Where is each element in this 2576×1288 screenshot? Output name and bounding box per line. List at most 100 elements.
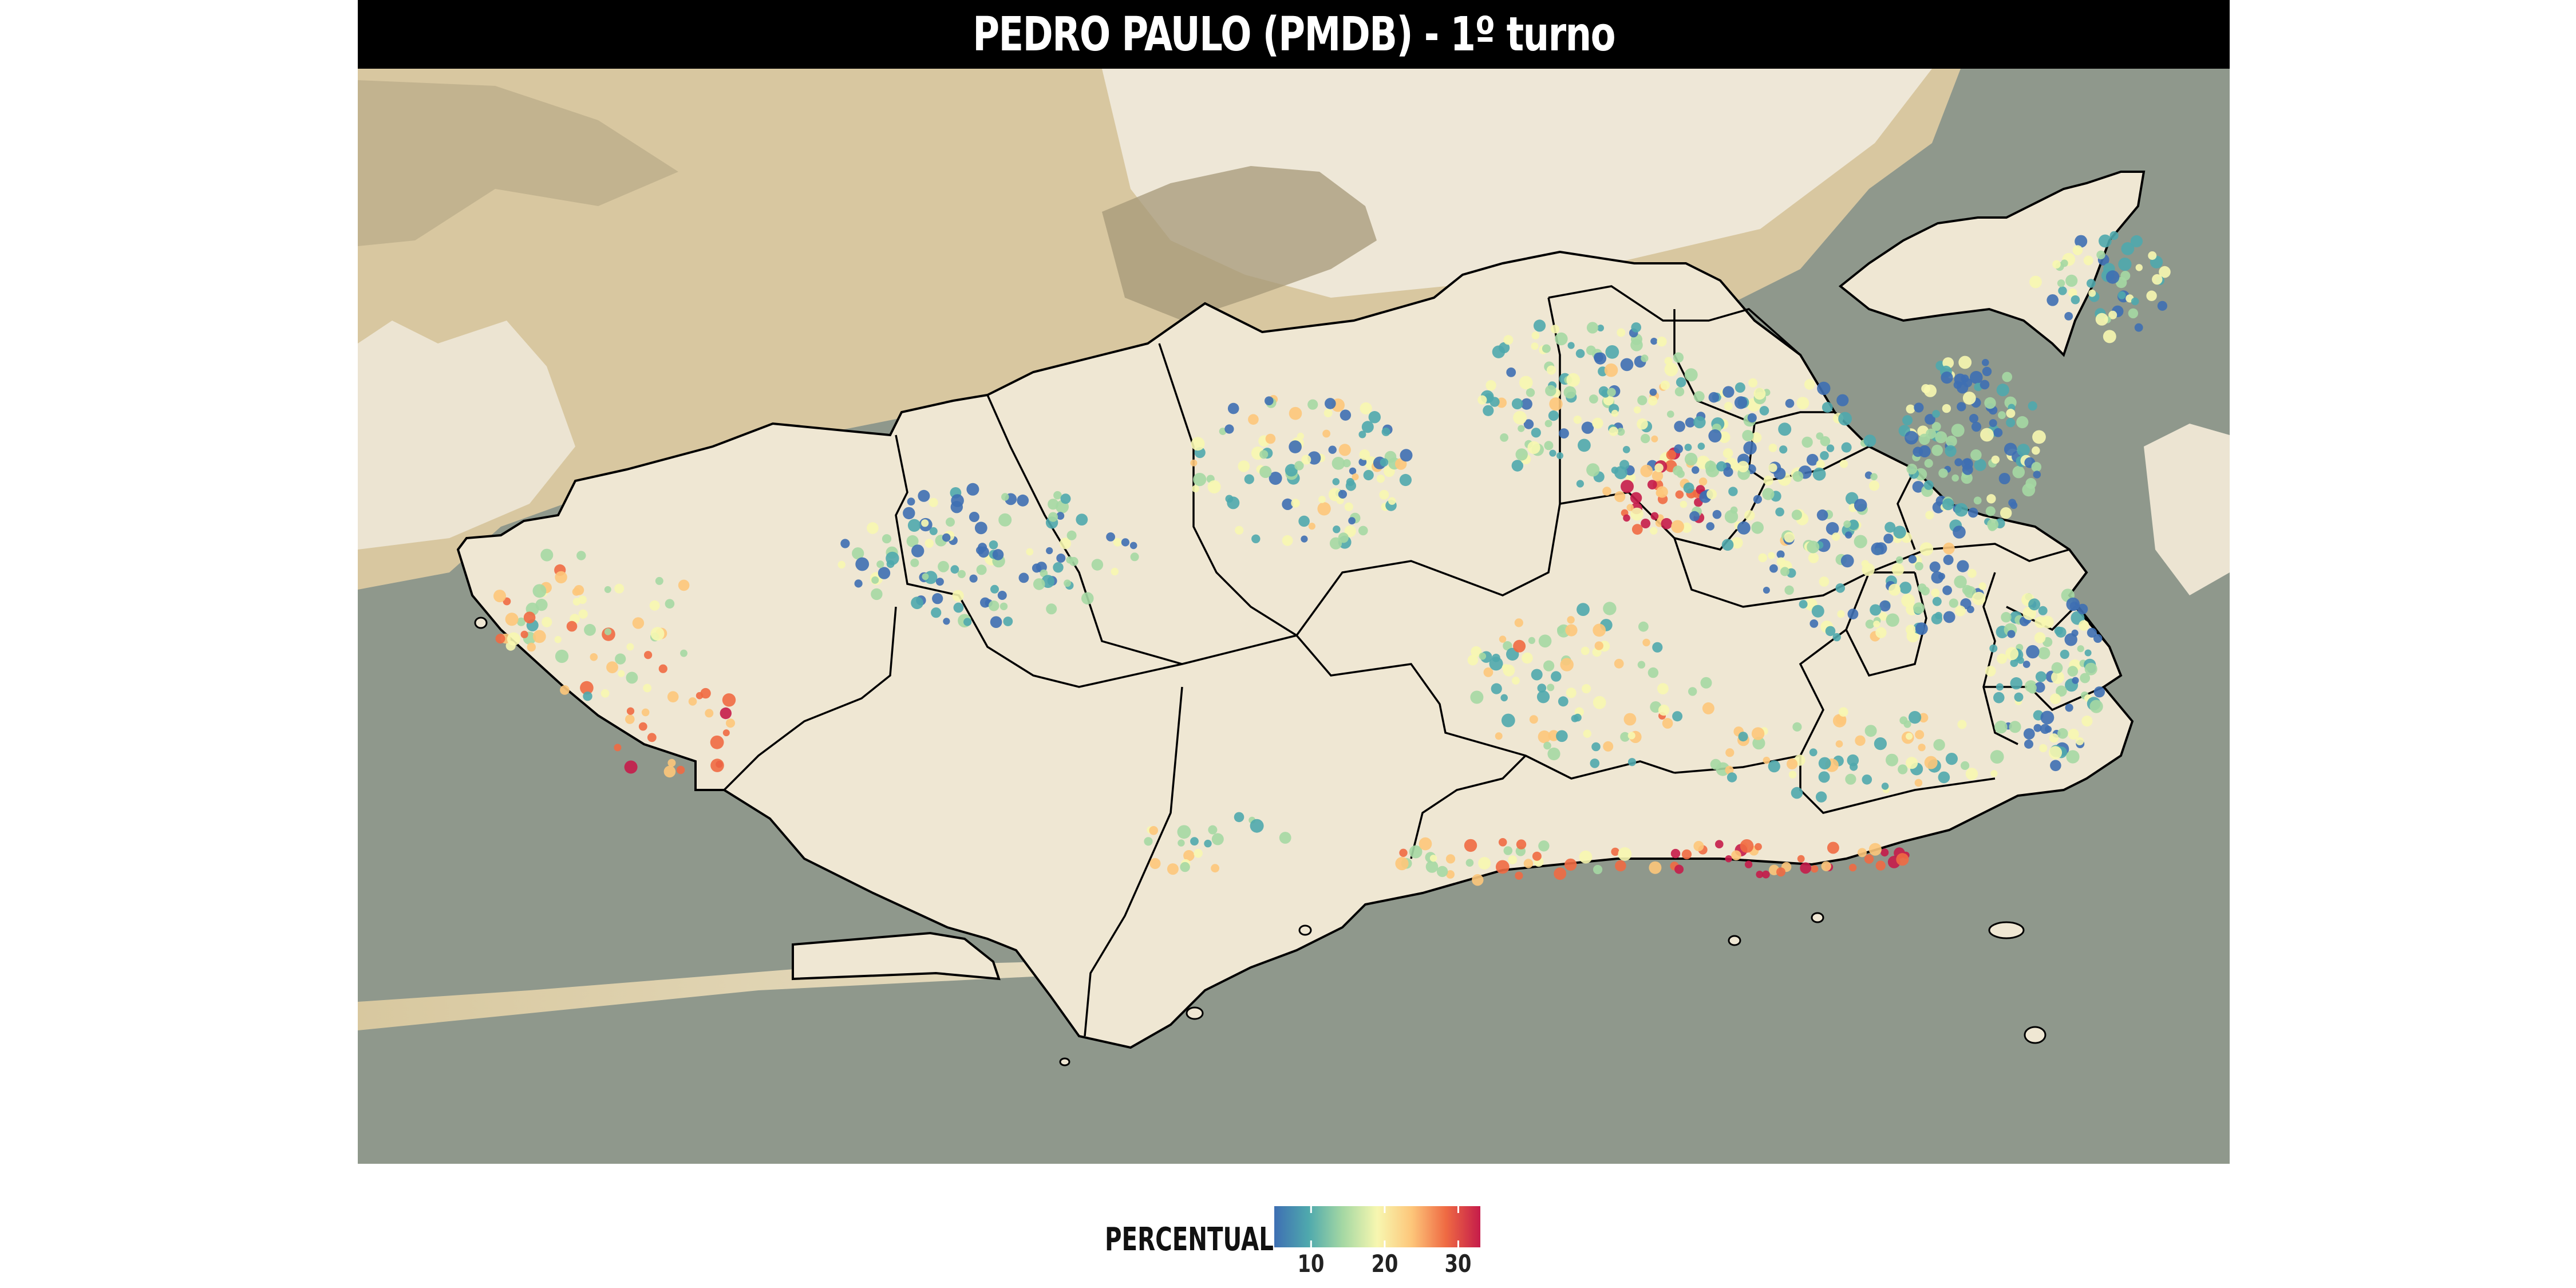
polling-place-dot: [1672, 711, 1683, 722]
polling-place-dot: [911, 544, 924, 558]
polling-place-dot: [1809, 619, 1819, 628]
polling-place-dot: [1697, 442, 1705, 450]
polling-place-dot: [2134, 323, 2143, 332]
polling-place-dot: [929, 497, 938, 507]
polling-place-dot: [532, 584, 547, 598]
polling-place-dot: [1282, 535, 1293, 546]
polling-place-dot: [1763, 756, 1771, 764]
mountain-ridge-dark-2: [358, 80, 678, 246]
polling-place-dot: [943, 618, 950, 625]
polling-place-dot: [1523, 859, 1534, 868]
polling-place-dot: [1666, 450, 1677, 460]
polling-place-dot: [647, 733, 657, 742]
polling-place-dot: [1533, 319, 1546, 332]
polling-place-dot: [1495, 860, 1510, 874]
polling-place-dot: [566, 621, 578, 632]
polling-place-dot: [1436, 866, 1448, 878]
polling-place-dot: [641, 708, 650, 717]
polling-place-dot: [969, 512, 979, 522]
polling-place-dot: [572, 587, 580, 596]
polling-place-dot: [1551, 671, 1562, 682]
polling-place-dot: [1722, 386, 1735, 398]
polling-place-dot: [988, 600, 999, 611]
polling-place-dot: [1724, 402, 1733, 411]
polling-place-dot: [1149, 858, 1161, 870]
polling-place-dot: [1984, 397, 1996, 409]
polling-place-dot: [1840, 554, 1854, 568]
polling-place-dot: [1543, 741, 1551, 750]
polling-place-dot: [1725, 765, 1734, 775]
polling-place-dot: [878, 567, 891, 579]
polling-place-dot: [663, 765, 676, 778]
polling-place-dot: [1886, 613, 1899, 627]
polling-place-dot: [1495, 732, 1503, 740]
polling-place-dot: [1285, 464, 1298, 477]
polling-place-dot: [2120, 271, 2131, 281]
polling-place-dot: [1751, 521, 1764, 534]
polling-place-dot: [1446, 870, 1455, 879]
polling-place-dot: [1499, 635, 1507, 643]
polling-place-dot: [1864, 854, 1874, 864]
polling-place-dot: [1503, 335, 1514, 345]
polling-place-dot: [1962, 392, 1976, 405]
polling-place-dot: [1993, 428, 2003, 437]
polling-place-dot: [1251, 534, 1261, 543]
polling-place-dot: [1951, 424, 1965, 437]
polling-place-dot: [722, 693, 736, 707]
polling-place-dot: [705, 709, 714, 718]
polling-place-dot: [1598, 386, 1609, 397]
polling-place-dot: [1698, 477, 1708, 486]
polling-place-dot: [1547, 747, 1560, 761]
polling-place-dot: [1531, 669, 1543, 681]
polling-place-dot: [924, 539, 934, 548]
polling-place-dot: [1581, 421, 1594, 434]
polling-place-dot: [1693, 391, 1705, 402]
polling-place-dot: [2035, 671, 2046, 682]
polling-place-dot: [583, 692, 592, 701]
polling-place-dot: [1531, 428, 1541, 438]
polling-place-dot: [1340, 409, 1352, 421]
polling-place-dot: [1826, 444, 1835, 452]
polling-place-dot: [1958, 355, 1972, 369]
polling-place-dot: [1726, 772, 1737, 783]
polling-place-dot: [1990, 750, 2004, 764]
polling-place-dot: [1734, 396, 1748, 409]
polling-place-dot: [1671, 520, 1685, 534]
legend-tick-label: 30: [1445, 1250, 1472, 1278]
polling-place-dot: [2072, 677, 2079, 684]
polling-place-dot: [1915, 622, 1928, 635]
polling-place-dot: [665, 599, 675, 609]
polling-place-dot: [2033, 471, 2041, 479]
polling-place-dot: [720, 707, 732, 720]
color-legend: PERCENTUAL 10 20 30: [1105, 1199, 1506, 1285]
polling-place-dot: [1577, 603, 1590, 617]
small-island: [474, 617, 488, 629]
polling-place-dot: [1649, 388, 1657, 396]
polling-place-dot: [1557, 626, 1565, 634]
polling-place-dot: [1731, 537, 1743, 549]
polling-place-dot: [1938, 771, 1950, 784]
polling-place-dot: [625, 714, 635, 724]
polling-place-dot: [1637, 661, 1646, 669]
polling-place-dot: [1053, 491, 1062, 500]
polling-place-dot: [1399, 848, 1408, 858]
polling-place-dot: [1178, 839, 1185, 847]
polling-place-dot: [1797, 855, 1805, 863]
polling-place-dot: [1513, 410, 1527, 425]
polling-place-dot: [1631, 322, 1641, 333]
polling-place-dot: [2023, 728, 2035, 740]
polling-place-dot: [2108, 310, 2117, 319]
polling-place-dot: [1548, 730, 1559, 741]
polling-place-dot: [1899, 716, 1908, 725]
polling-place-dot: [1192, 485, 1199, 493]
polling-place-dot: [918, 489, 930, 502]
polling-place-dot: [1744, 510, 1755, 521]
polling-place-dot: [2077, 603, 2088, 615]
polling-place-dot: [2095, 313, 2108, 326]
polling-place-dot: [1227, 402, 1239, 414]
polling-place-dot: [1818, 757, 1831, 770]
polling-place-dot: [2128, 308, 2139, 319]
polling-place-dot: [1586, 322, 1599, 334]
polling-place-dot: [1775, 507, 1784, 517]
polling-place-dot: [618, 670, 625, 677]
